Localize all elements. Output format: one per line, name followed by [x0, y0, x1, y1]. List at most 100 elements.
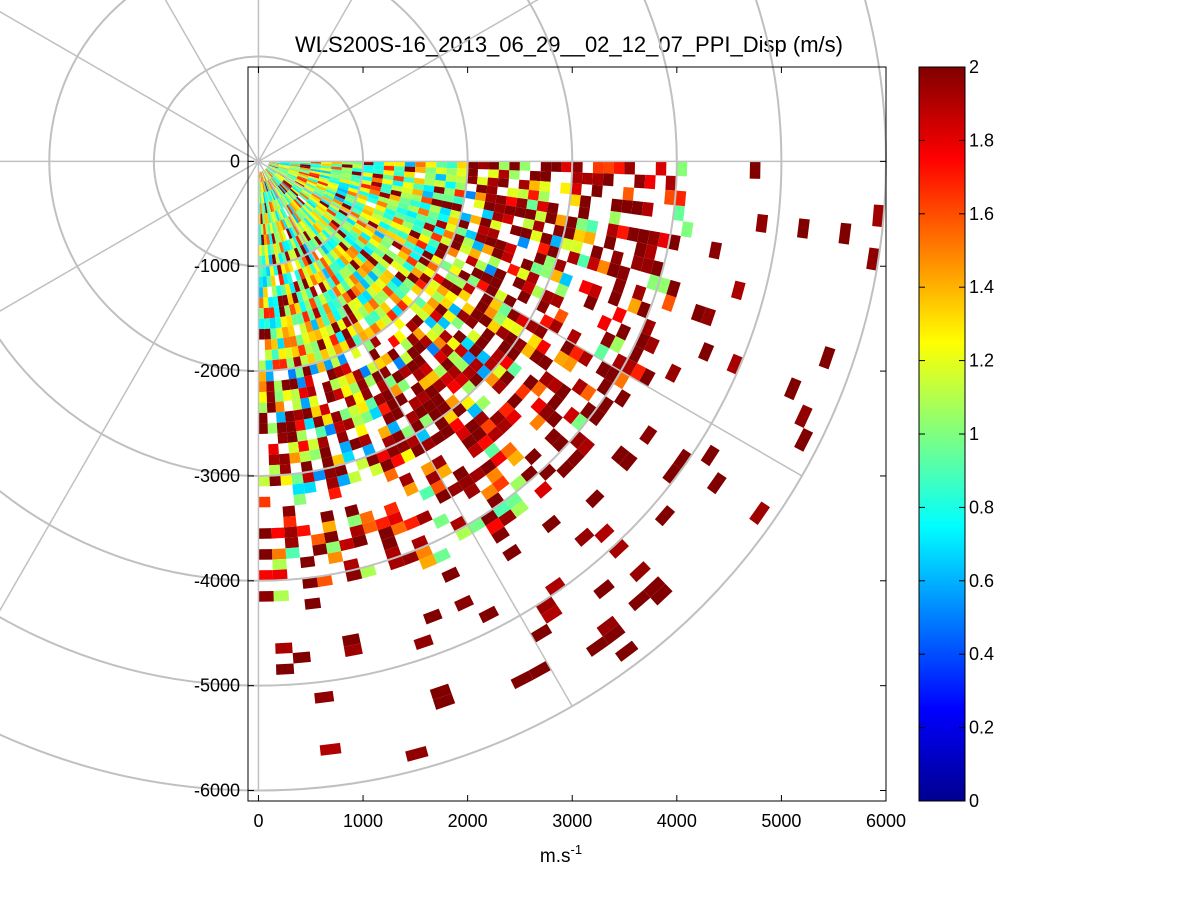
- ppi-cell: [316, 219, 327, 230]
- ppi-cell: [378, 258, 391, 270]
- ppi-cell: [566, 328, 582, 345]
- ppi-cell: [420, 196, 433, 205]
- chart-title: WLS200S-16_2013_06_29__02_12_07_PPI_Disp…: [295, 32, 843, 57]
- ppi-cell: [317, 436, 330, 449]
- ppi-cell: [477, 434, 494, 451]
- ppi-cell: [602, 624, 626, 645]
- ppi-cell: [267, 212, 272, 224]
- ppi-cell: [326, 312, 337, 325]
- ppi-cell: [270, 201, 275, 212]
- ppi-cell: [454, 524, 473, 541]
- ppi-cell: [427, 238, 440, 249]
- ppi-cell: [498, 401, 515, 418]
- ppi-cell: [378, 273, 391, 286]
- ppi-cell: [332, 247, 343, 258]
- ppi-cell: [334, 214, 346, 223]
- ppi-cell: [258, 496, 271, 508]
- ppi-cell: [341, 164, 353, 168]
- ppi-cell: [424, 173, 436, 180]
- ppi-cell: [455, 425, 471, 442]
- ppi-cell: [372, 293, 385, 306]
- ppi-cell: [278, 305, 286, 318]
- ppi-cell: [332, 216, 344, 226]
- ppi-cell: [471, 426, 487, 443]
- ppi-cell: [526, 271, 540, 286]
- ppi-cell: [325, 540, 342, 554]
- ppi-cell: [316, 338, 327, 351]
- ppi-cell: [299, 450, 312, 463]
- ppi-cell: [335, 331, 346, 344]
- ppi-cell: [516, 267, 530, 281]
- ppi-cell: [267, 223, 272, 235]
- ppi-cell: [382, 411, 396, 426]
- ppi-cell: [526, 199, 539, 211]
- ppi-cell: [264, 181, 269, 192]
- ppi-cell: [539, 181, 551, 193]
- ppi-cell: [310, 194, 321, 203]
- ppi-cell: [296, 178, 307, 185]
- ppi-cell: [422, 398, 437, 414]
- ppi-cell: [342, 251, 353, 263]
- ppi-cell: [272, 189, 279, 200]
- ppi-cell: [441, 200, 453, 210]
- ppi-cell: [325, 265, 335, 277]
- ppi-cell: [631, 284, 647, 302]
- ppi-cell: [280, 183, 289, 192]
- ppi-cell: [352, 164, 363, 169]
- ppi-cell: [640, 257, 655, 275]
- ppi-cell: [394, 271, 407, 283]
- ppi-cell: [393, 255, 406, 267]
- grid-spoke: [164, 0, 260, 162]
- ppi-cell: [551, 435, 570, 453]
- ppi-cell: [481, 209, 494, 220]
- ppi-cell: [363, 274, 375, 286]
- ppi-cell: [331, 453, 345, 467]
- ppi-cell: [367, 220, 379, 230]
- ppi-cell: [474, 192, 487, 202]
- ppi-cell: [467, 442, 484, 459]
- ppi-cell: [268, 443, 279, 455]
- ppi-cell: [394, 166, 405, 172]
- ppi-cell: [330, 321, 341, 334]
- ppi-cell: [336, 294, 348, 307]
- ppi-cell: [331, 309, 342, 322]
- ppi-cell: [277, 185, 286, 195]
- ppi-cell: [268, 454, 280, 466]
- ppi-cell: [284, 526, 298, 538]
- ppi-cell: [644, 174, 656, 190]
- ppi-cell: [277, 169, 288, 176]
- ppi-cell: [352, 161, 363, 165]
- ppi-cell: [501, 317, 516, 332]
- ppi-cell: [265, 370, 274, 382]
- ppi-cell: [357, 330, 370, 343]
- ppi-cell: [507, 449, 525, 467]
- ppi-cell: [273, 590, 290, 602]
- ppi-cell: [400, 448, 416, 463]
- ppi-cell: [452, 329, 467, 344]
- ppi-cell: [352, 391, 365, 405]
- ppi-cell: [339, 440, 353, 454]
- ppi-cell: [731, 280, 746, 301]
- ppi-cell: [297, 268, 306, 280]
- ppi-cell: [313, 272, 323, 284]
- ppi-cell: [505, 409, 522, 426]
- ppi-cell: [291, 213, 300, 224]
- ppi-cell: [352, 256, 364, 267]
- ppi-cell: [268, 163, 279, 168]
- y-tick-label: -5000: [194, 676, 240, 696]
- ppi-cell: [433, 364, 448, 379]
- ppi-cell: [291, 346, 300, 358]
- ppi-cell: [295, 210, 304, 221]
- ppi-cell: [389, 194, 401, 202]
- ppi-cell: [265, 349, 273, 361]
- ppi-cell: [340, 385, 353, 398]
- ppi-cell: [307, 330, 317, 343]
- ppi-cell: [457, 219, 470, 230]
- ppi-cell: [596, 259, 611, 275]
- ppi-cell: [372, 169, 384, 175]
- ppi-cell: [496, 417, 513, 435]
- ppi-cell: [484, 371, 500, 388]
- ppi-cell: [356, 193, 368, 201]
- ppi-cell: [364, 397, 378, 411]
- ppi-cell: [454, 343, 469, 358]
